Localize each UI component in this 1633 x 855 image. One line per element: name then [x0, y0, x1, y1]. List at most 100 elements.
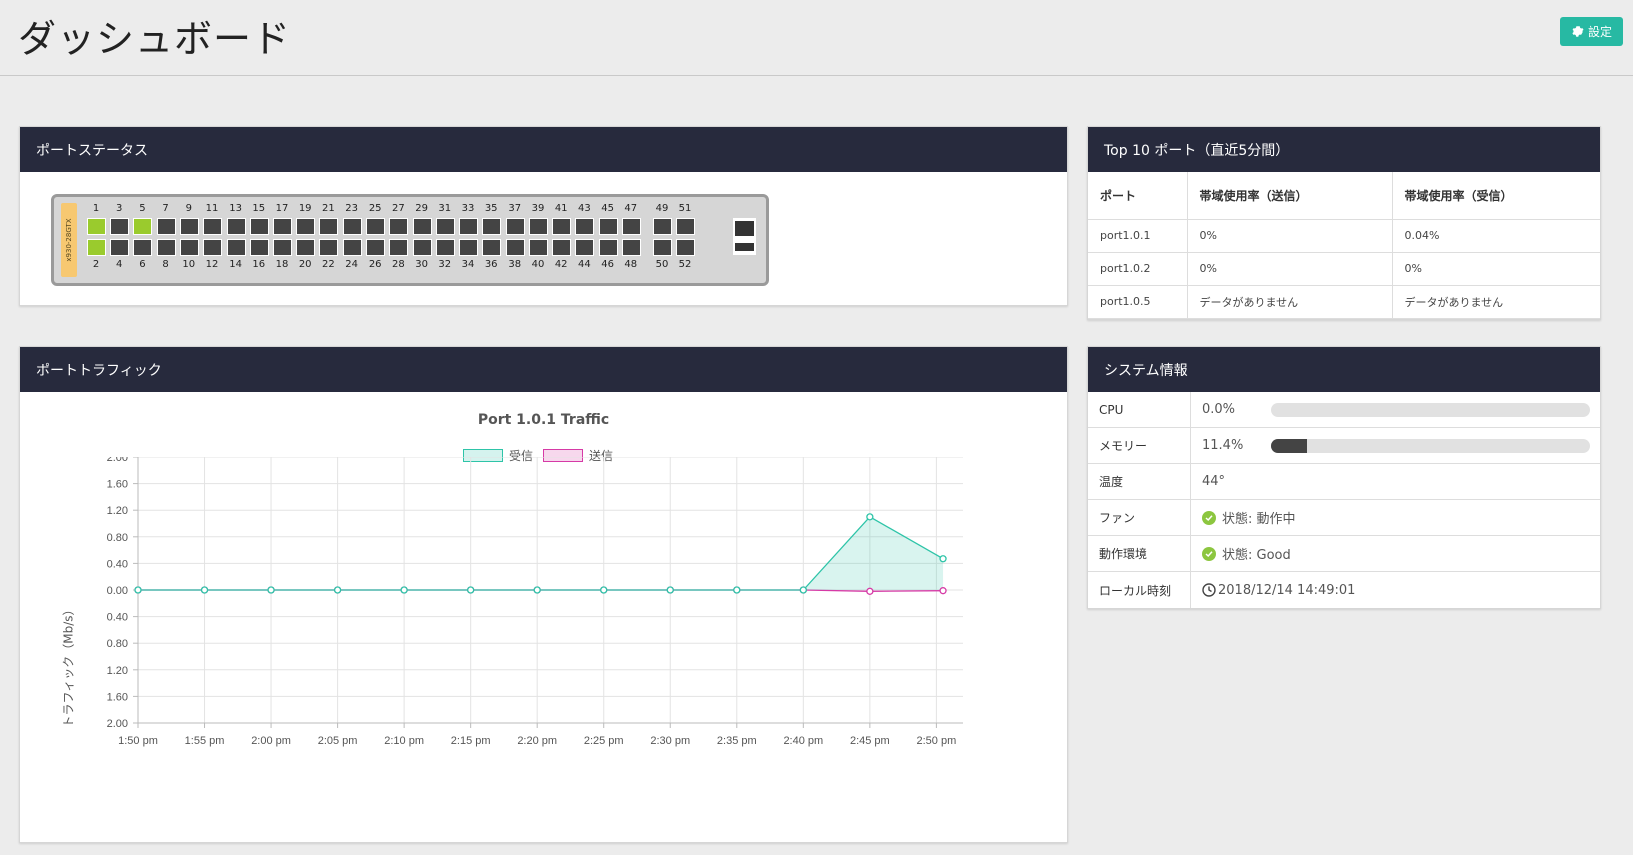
- port-43[interactable]: [575, 218, 595, 235]
- port-41[interactable]: [552, 218, 572, 235]
- port-26[interactable]: [366, 239, 386, 256]
- table-row[interactable]: port1.0.1 0% 0.04%: [1088, 219, 1600, 253]
- port-52[interactable]: [676, 239, 695, 256]
- table-row[interactable]: port1.0.2 0% 0%: [1088, 252, 1600, 286]
- port-25[interactable]: [366, 218, 386, 235]
- port-40[interactable]: [529, 239, 548, 256]
- port-21[interactable]: [319, 218, 339, 235]
- port-16[interactable]: [249, 239, 269, 256]
- port-35[interactable]: [482, 218, 502, 235]
- port-33[interactable]: [459, 218, 478, 235]
- port-30[interactable]: [412, 239, 432, 256]
- port-51[interactable]: [676, 218, 695, 235]
- top10-panel: Top 10 ポート（直近5分間） ポート 帯域使用率（送信） 帯域使用率（受信…: [1087, 126, 1601, 320]
- port-19[interactable]: [296, 218, 316, 235]
- port-number-label: 34: [461, 259, 475, 270]
- settings-button[interactable]: 設定: [1560, 17, 1623, 46]
- check-circle-icon: [1202, 510, 1216, 525]
- port-23[interactable]: [342, 218, 362, 235]
- y-tick-label: 1.60: [107, 691, 128, 703]
- port-3[interactable]: [110, 218, 130, 235]
- table-row[interactable]: port1.0.5 データがありません データがありません: [1088, 285, 1600, 319]
- port-10[interactable]: [179, 239, 199, 256]
- time-label: ローカル時刻: [1088, 572, 1191, 608]
- port-38[interactable]: [505, 239, 525, 256]
- port-20[interactable]: [296, 239, 316, 256]
- port-number-label: 3: [116, 203, 123, 214]
- port-9[interactable]: [179, 218, 199, 235]
- x-tick-label: 2:50 pm: [917, 735, 957, 747]
- port-13[interactable]: [226, 218, 246, 235]
- port-17[interactable]: [273, 218, 292, 235]
- port-2[interactable]: [87, 239, 106, 256]
- x-tick-label: 1:55 pm: [185, 735, 225, 747]
- top10-title: Top 10 ポート（直近5分間）: [1088, 127, 1600, 172]
- port-5[interactable]: [133, 218, 153, 235]
- switch-model: x930-28GTX: [65, 218, 73, 262]
- env-label: 動作環境: [1088, 536, 1191, 571]
- settings-label: 設定: [1587, 25, 1612, 39]
- top-bar: ダッシュボード 設定: [0, 0, 1633, 76]
- x-tick-label: 2:20 pm: [517, 735, 557, 747]
- y-tick-label: 0.80: [107, 532, 128, 544]
- port-4[interactable]: [110, 239, 130, 256]
- port-number-label: 44: [578, 259, 591, 270]
- port-36[interactable]: [482, 239, 502, 256]
- system-info-panel: システム情報 CPU 0.0% メモリー 11.4% 温度 44° ファン 状態…: [1087, 346, 1601, 609]
- port-24[interactable]: [342, 239, 362, 256]
- port-39[interactable]: [529, 218, 548, 235]
- port-number-label: 30: [415, 259, 428, 270]
- port-44[interactable]: [575, 239, 595, 256]
- port-8[interactable]: [156, 239, 176, 256]
- port-37[interactable]: [505, 218, 525, 235]
- sfp-slot[interactable]: [733, 218, 756, 255]
- legend-rx[interactable]: 受信: [463, 447, 533, 464]
- y-tick-label: 0.40: [107, 558, 128, 570]
- port-11[interactable]: [203, 218, 222, 235]
- port-32[interactable]: [435, 239, 455, 256]
- port-15[interactable]: [249, 218, 269, 235]
- cpu-bar: [1271, 403, 1590, 417]
- port-18[interactable]: [273, 239, 292, 256]
- cpu-value: 0.0%: [1202, 402, 1236, 417]
- port-7[interactable]: [156, 218, 176, 235]
- port-22[interactable]: [319, 239, 339, 256]
- data-point-rx: [666, 586, 674, 594]
- port-49[interactable]: [653, 218, 672, 235]
- port-status-panel: ポートステータス x930-28GTX 1 2 3 4 5 6 7 8 9 10 11 12 13 14 1…: [19, 126, 1068, 306]
- clock-icon: [1202, 583, 1216, 597]
- port-46[interactable]: [598, 239, 618, 256]
- port-50[interactable]: [653, 239, 672, 256]
- env-row: 動作環境 状態: Good: [1088, 536, 1600, 572]
- port-48[interactable]: [621, 239, 641, 256]
- port-45[interactable]: [598, 218, 618, 235]
- data-point-rx: [799, 586, 807, 594]
- time-status: 2018/12/14 14:49:01: [1202, 572, 1355, 608]
- x-tick-label: 2:30 pm: [650, 735, 690, 747]
- port-number-label: 20: [298, 259, 312, 270]
- traffic-chart: 2.00 1.60 1.20 0.80 0.40 0.00 0.40 0.80 1.20 1.60…: [107, 457, 963, 747]
- data-point-tx: [866, 587, 874, 595]
- port-34[interactable]: [459, 239, 478, 256]
- port-42[interactable]: [552, 239, 572, 256]
- memory-row: メモリー 11.4%: [1088, 428, 1600, 464]
- gear-icon: [1572, 26, 1584, 37]
- port-12[interactable]: [203, 239, 222, 256]
- port-number-label: 38: [508, 259, 522, 270]
- port-47[interactable]: [621, 218, 641, 235]
- port-6[interactable]: [133, 239, 153, 256]
- cpu-row: CPU 0.0%: [1088, 392, 1600, 428]
- port-number-label: 45: [601, 203, 614, 214]
- fan-value: 状態: 動作中: [1222, 512, 1296, 527]
- port-14[interactable]: [226, 239, 246, 256]
- port-number-label: 22: [322, 259, 335, 270]
- port-31[interactable]: [435, 218, 455, 235]
- data-point-tx: [939, 587, 947, 595]
- port-number-label: 15: [252, 203, 266, 214]
- port-number-label: 39: [531, 203, 545, 214]
- port-29[interactable]: [412, 218, 432, 235]
- port-28[interactable]: [389, 239, 409, 256]
- port-1[interactable]: [87, 218, 106, 235]
- port-27[interactable]: [389, 218, 409, 235]
- legend-tx[interactable]: 送信: [543, 447, 613, 464]
